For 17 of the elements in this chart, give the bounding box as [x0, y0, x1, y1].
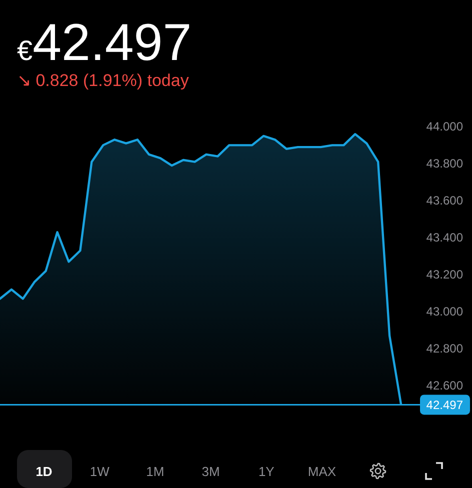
y-tick-label: 44.000 — [426, 120, 464, 134]
ref-line-label: 42.497 — [426, 398, 464, 412]
y-tick-label: 43.400 — [426, 230, 464, 245]
text: 1W — [90, 464, 110, 479]
y-tick-label: 42.600 — [426, 378, 464, 392]
text: 1Y — [258, 464, 275, 479]
chart-subtitle: ↘ 0.828 (1.91%) today — [17, 71, 190, 90]
chart-title: €42.497 — [17, 14, 192, 72]
y-tick-label: 43.000 — [426, 304, 464, 319]
y-tick-label: 43.800 — [426, 156, 464, 171]
text: 3M — [202, 464, 220, 479]
y-tick-label: 43.600 — [426, 194, 464, 208]
y-tick-label: 43.200 — [426, 268, 464, 282]
y-tick-label: 42.800 — [426, 342, 464, 356]
text: 1M — [146, 464, 164, 479]
text: 1D — [36, 464, 52, 479]
text: MAX — [308, 464, 336, 479]
